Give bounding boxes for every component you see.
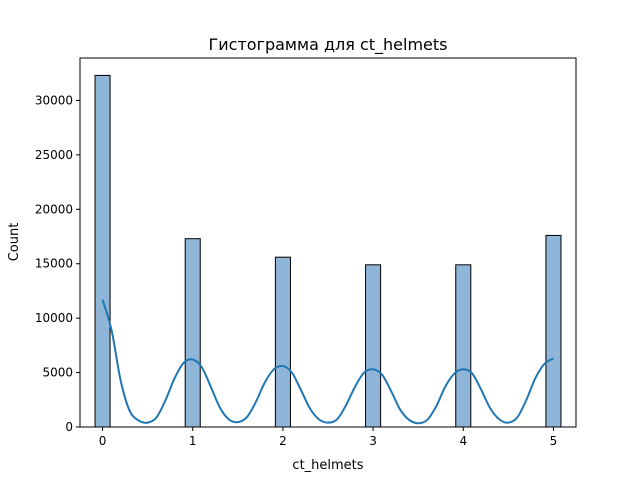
histogram-bar-2: [274, 256, 291, 428]
x-tick-label: 2: [279, 434, 287, 448]
x-axis: 0 1 2 3 4 5: [99, 427, 558, 448]
x-tick-label: 5: [550, 434, 558, 448]
y-tick-label: 20000: [35, 202, 73, 216]
histogram-bar-5: [545, 234, 562, 428]
y-tick-label: 5000: [42, 366, 73, 380]
x-tick-label: 1: [189, 434, 197, 448]
histogram-bar-0: [94, 74, 111, 428]
plot-frame: [79, 57, 577, 428]
histogram-bar-1: [184, 238, 201, 428]
y-tick-label: 30000: [35, 93, 73, 107]
y-tick-label: 10000: [35, 311, 73, 325]
chart-title: Гистограмма для ct_helmets: [209, 35, 448, 55]
x-axis-label: ct_helmets: [292, 458, 363, 473]
histogram-bar-4: [455, 264, 472, 428]
x-tick-label: 3: [369, 434, 377, 448]
y-axis: 0 5000 10000 15000 20000 25000 30000: [35, 93, 80, 434]
kde-layer: [101, 299, 554, 425]
x-tick-label: 0: [99, 434, 107, 448]
y-tick-label: 15000: [35, 257, 73, 271]
y-tick-label: 25000: [35, 148, 73, 162]
kde-line: [101, 299, 554, 425]
bars-layer: [94, 74, 562, 428]
y-tick-label: 0: [65, 420, 73, 434]
y-axis-label: Count: [7, 223, 22, 262]
x-tick-label: 4: [459, 434, 467, 448]
histogram-bar-3: [365, 264, 382, 428]
